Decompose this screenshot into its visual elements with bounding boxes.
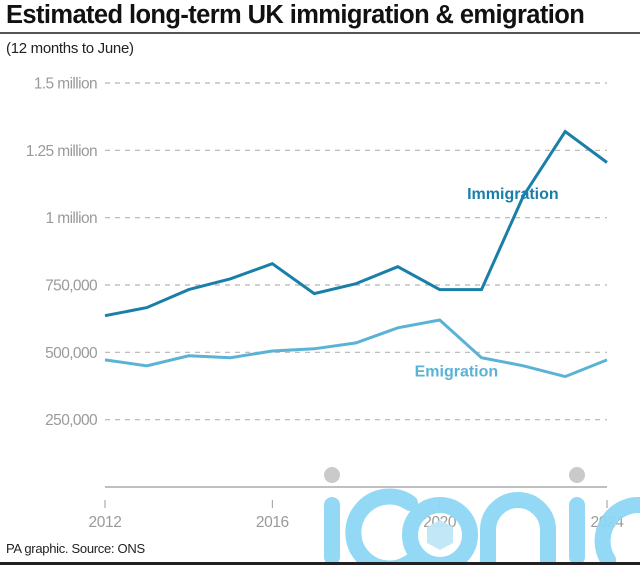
iconic-watermark [324, 467, 640, 565]
x-tick-label: 2016 [256, 514, 289, 531]
y-tick-label: 750,000 [45, 278, 98, 295]
watermark-letter-c [345, 488, 418, 565]
watermark-dot [569, 467, 585, 483]
series-label-immigration: Immigration [467, 186, 559, 203]
watermark-hexagon [427, 520, 453, 550]
chart-title: Estimated long-term UK immigration & emi… [6, 1, 585, 29]
y-tick-label: 1 million [46, 210, 97, 227]
chart-subtitle: (12 months to June) [6, 40, 134, 57]
watermark-letter-n [480, 492, 556, 565]
y-tick-label: 250,000 [45, 412, 98, 429]
watermark-letter-o [402, 497, 478, 565]
source-note: PA graphic. Source: ONS [6, 541, 145, 556]
series-labels: Immigration Emigration [415, 186, 559, 381]
series-label-emigration: Emigration [415, 364, 499, 381]
y-tick-label: 1.25 million [26, 143, 97, 160]
title-divider [0, 32, 640, 34]
watermark-dot [324, 467, 340, 483]
series-line-emigration [104, 318, 608, 379]
y-tick-label: 1.5 million [34, 76, 97, 93]
watermark-letter-c [594, 497, 640, 565]
footer-divider [0, 562, 640, 565]
x-tick-label: 2012 [89, 514, 122, 531]
watermark-letter-i [324, 497, 340, 565]
y-axis-ticks: 250,000 500,000 750,000 1 million 1.25 milli… [26, 76, 99, 430]
series-line-immigration [104, 129, 608, 318]
y-tick-label: 500,000 [45, 345, 98, 362]
watermark-letter-i [569, 497, 585, 565]
series-lines [104, 129, 608, 379]
